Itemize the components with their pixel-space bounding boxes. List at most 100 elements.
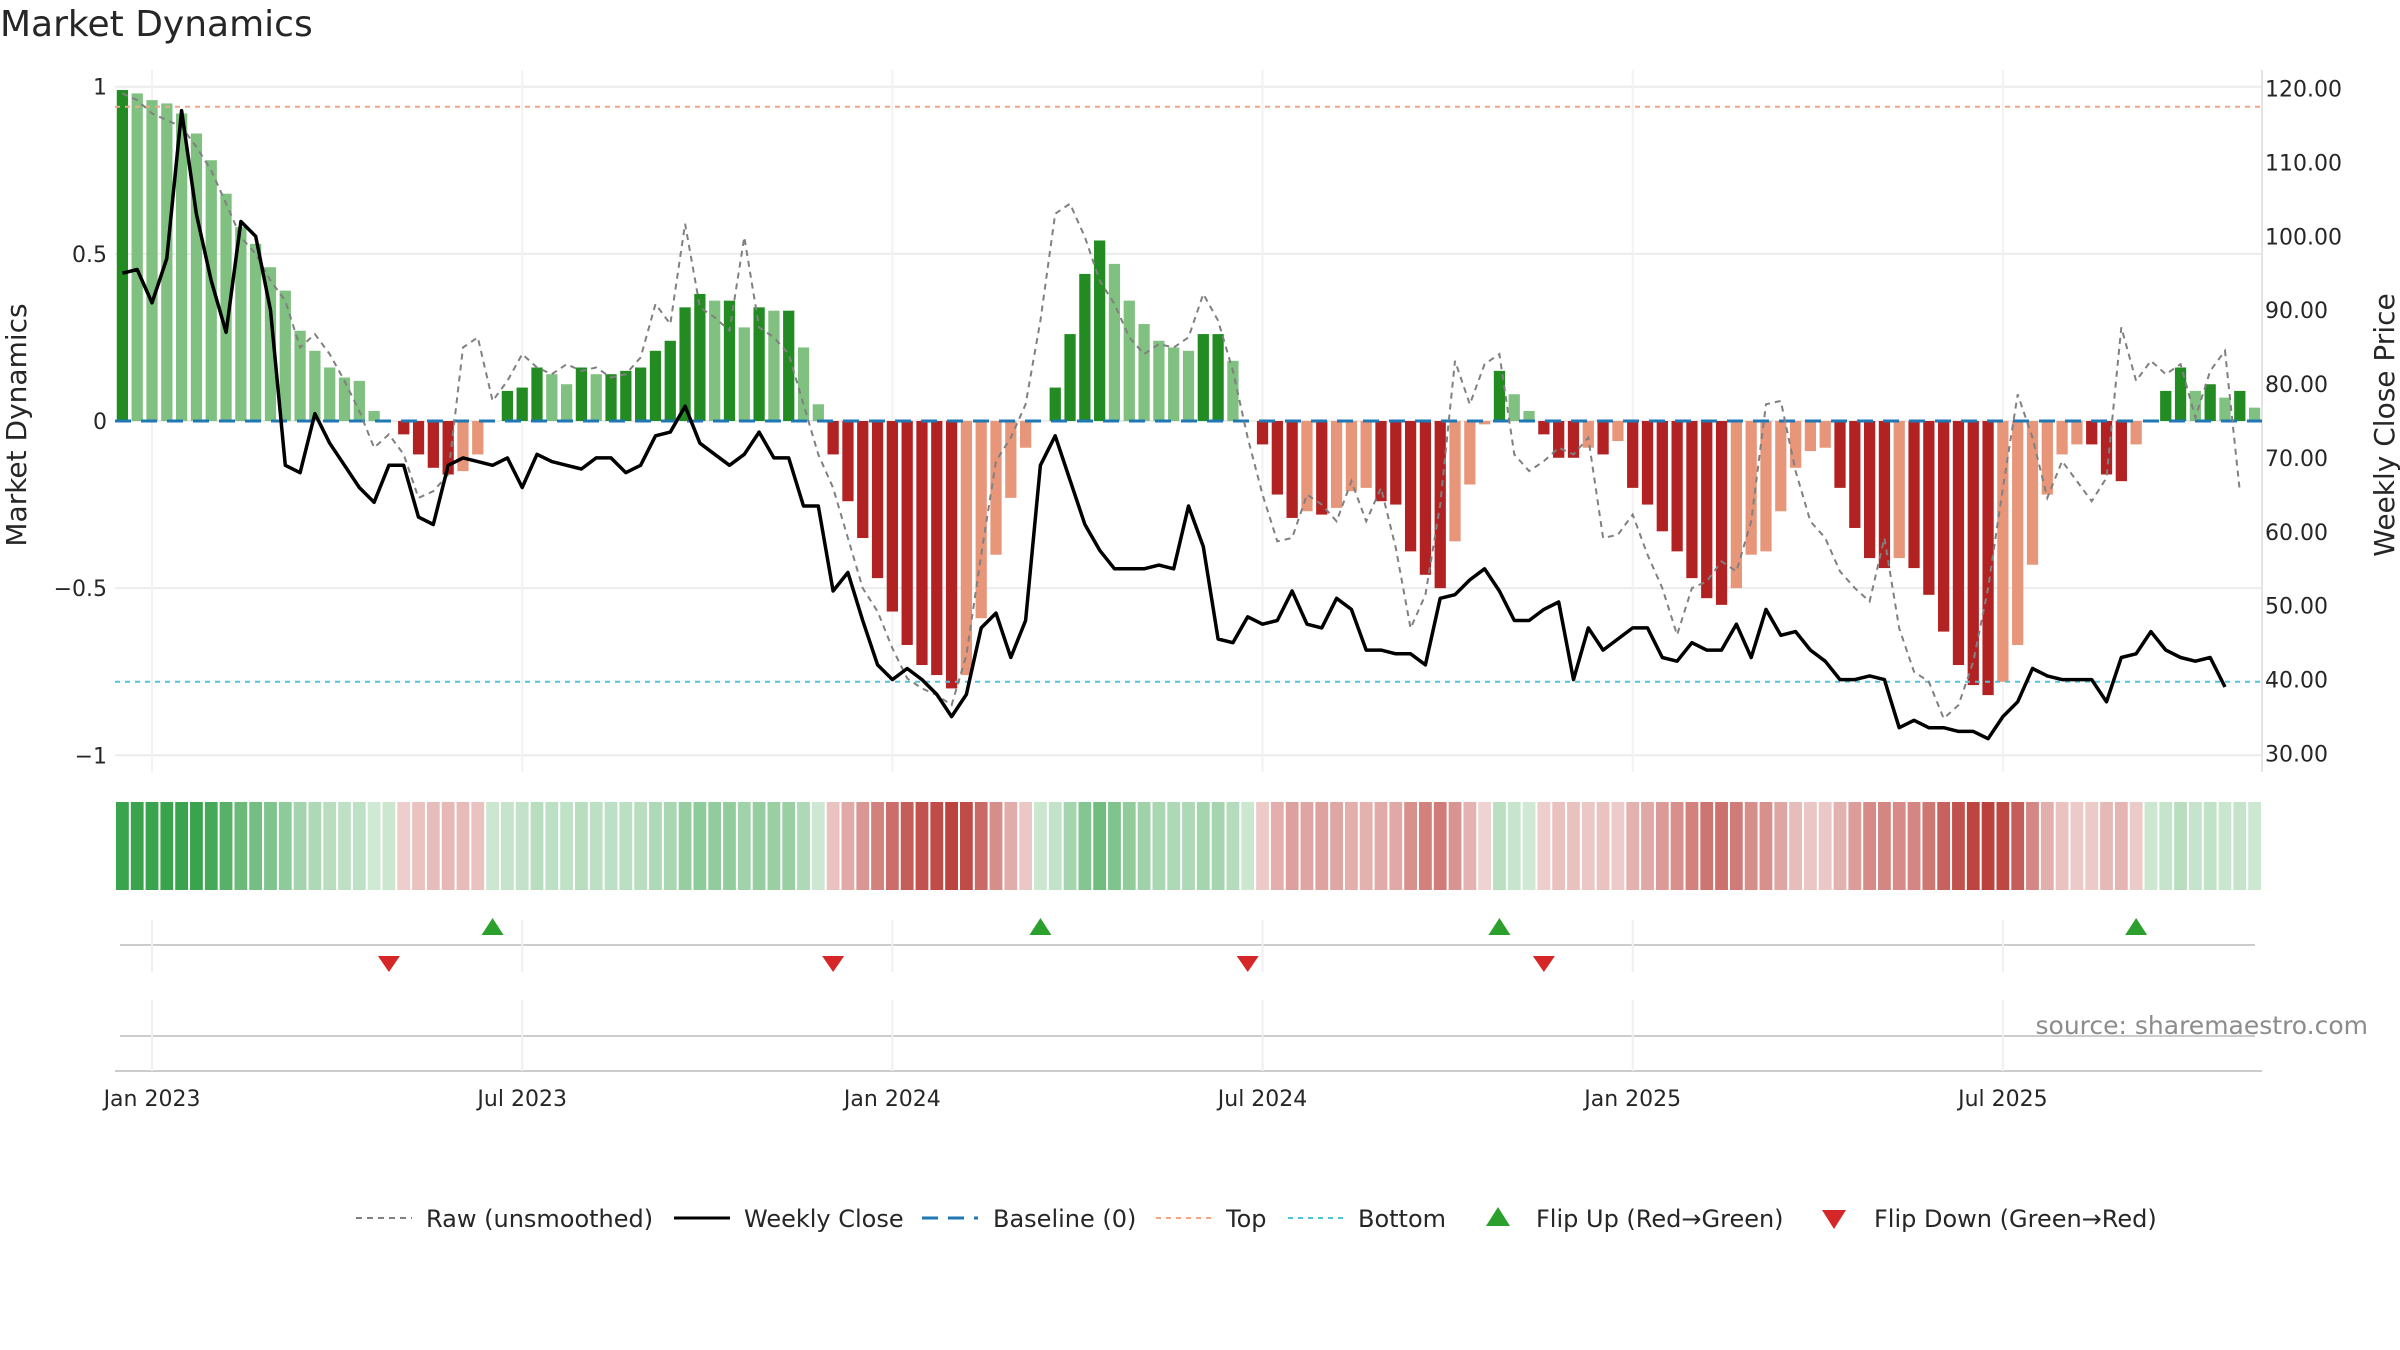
dynamics-bar (1360, 421, 1372, 488)
regime-cell (945, 802, 958, 890)
dynamics-bar (457, 421, 469, 472)
regime-cell (1581, 802, 1595, 890)
regime-cell (2174, 802, 2187, 890)
left-tick-label: 1 (93, 76, 107, 101)
dynamics-bar (190, 133, 203, 421)
page-title: Market Dynamics (0, 4, 313, 45)
legend-item-bottom[interactable]: Bottom (1288, 1205, 1446, 1233)
regime-cell (649, 802, 662, 890)
dynamics-bars (116, 90, 2261, 696)
legend-item-close[interactable]: Weekly Close (674, 1205, 904, 1233)
regime-cell (1315, 802, 1329, 890)
tick-labels: 1 0.5 0 −0.5 −1 120.00 110.00 100.00 90.00 80.00 7… (54, 76, 2342, 770)
legend-label-close: Weekly Close (744, 1205, 904, 1233)
dynamics-bar (2026, 421, 2039, 565)
flip-down-marker (822, 956, 845, 972)
legend-label-bottom: Bottom (1358, 1205, 1446, 1233)
regime-cell (1048, 802, 1062, 890)
right-tick-label: 110.00 (2265, 151, 2342, 176)
regime-cell (826, 802, 840, 890)
regime-cell (1404, 802, 1418, 890)
dynamics-bar (1316, 421, 1328, 515)
regime-cell (1196, 802, 1210, 890)
dynamics-bar (1197, 334, 1209, 421)
dynamics-bar (1789, 421, 1802, 468)
dynamics-bar (250, 243, 262, 421)
dynamics-bar (1049, 387, 1061, 421)
regime-cell (249, 802, 263, 890)
dynamics-bar (1923, 421, 1935, 595)
dynamics-bar (2204, 384, 2216, 421)
dynamics-bar (1686, 421, 1698, 579)
dynamics-bar (2160, 390, 2172, 421)
regime-cell (1789, 802, 1802, 890)
dynamics-bar (990, 421, 1002, 555)
dynamics-bar (857, 421, 869, 538)
legend-item-flip-down[interactable]: Flip Down (Green→Red) (1822, 1205, 2157, 1233)
regime-cell (1922, 802, 1936, 890)
regime-cell (1966, 802, 1980, 890)
right-tick-label: 80.00 (2265, 373, 2328, 398)
x-tick-label: Jan 2025 (1582, 1087, 1681, 1112)
regime-cell (974, 802, 988, 890)
regime-cell (1285, 802, 1299, 890)
reference-lines (115, 105, 2262, 683)
regime-cell (1374, 802, 1388, 890)
dynamics-bar (2041, 421, 2053, 495)
flip-up-legend-icon (1486, 1207, 1510, 1226)
regime-cell (915, 802, 929, 890)
regime-cell (885, 802, 899, 890)
dynamics-bar (605, 374, 617, 421)
regime-cell (1685, 802, 1699, 890)
regime-cell (856, 802, 870, 890)
dynamics-bar (1908, 421, 1920, 569)
regime-cell (708, 802, 722, 890)
dynamics-bar (1597, 421, 1609, 455)
regime-cell (989, 802, 1003, 890)
dynamics-bar (1153, 340, 1165, 421)
dynamics-bar (2174, 367, 2187, 421)
legend-label-top: Top (1225, 1205, 1267, 1233)
legend-item-top[interactable]: Top (1156, 1205, 1267, 1233)
dynamics-bar (1182, 350, 1195, 421)
regime-cell (930, 802, 944, 890)
regime-cell (1389, 802, 1403, 890)
regime-cell (1996, 802, 2010, 890)
legend-item-baseline[interactable]: Baseline (0) (922, 1205, 1136, 1233)
legend-item-flip-up[interactable]: Flip Up (Red→Green) (1486, 1205, 1784, 1233)
legend-item-raw[interactable]: Raw (unsmoothed) (356, 1205, 653, 1233)
regime-cell (1448, 802, 1462, 890)
dynamics-bar (1479, 421, 1491, 425)
regime-cell (1507, 802, 1521, 890)
regime-cell (486, 802, 499, 890)
dynamics-bar (753, 307, 765, 421)
regime-cell (1818, 802, 1832, 890)
regime-strip (116, 802, 2261, 890)
legend-label-baseline: Baseline (0) (993, 1205, 1136, 1233)
dynamics-bar (1301, 421, 1313, 512)
dynamics-bar (1804, 421, 1817, 452)
right-tick-label: 90.00 (2265, 299, 2328, 324)
regime-cell (1878, 802, 1891, 890)
regime-cell (145, 802, 159, 890)
dynamics-bar (146, 100, 158, 421)
dynamics-bar (1715, 421, 1728, 605)
regime-cell (308, 802, 322, 890)
dynamics-bar (1005, 421, 1017, 498)
dynamics-bar (1108, 263, 1121, 421)
regime-cell (1226, 802, 1240, 890)
dynamics-bar (1967, 421, 1979, 686)
dynamics-bar (1227, 360, 1239, 421)
regime-cell (959, 802, 973, 890)
regime-cell (589, 802, 603, 890)
regime-cell (1433, 802, 1447, 890)
regime-cell (367, 802, 381, 890)
regime-cell (2248, 802, 2261, 890)
x-tick-label: Jul 2024 (1216, 1087, 1308, 1112)
regime-cell (782, 802, 796, 890)
regime-cell (116, 802, 129, 890)
dynamics-bar (2012, 421, 2024, 645)
regime-cell (160, 802, 174, 890)
dynamics-bar (531, 367, 543, 421)
regime-cell (382, 802, 396, 890)
